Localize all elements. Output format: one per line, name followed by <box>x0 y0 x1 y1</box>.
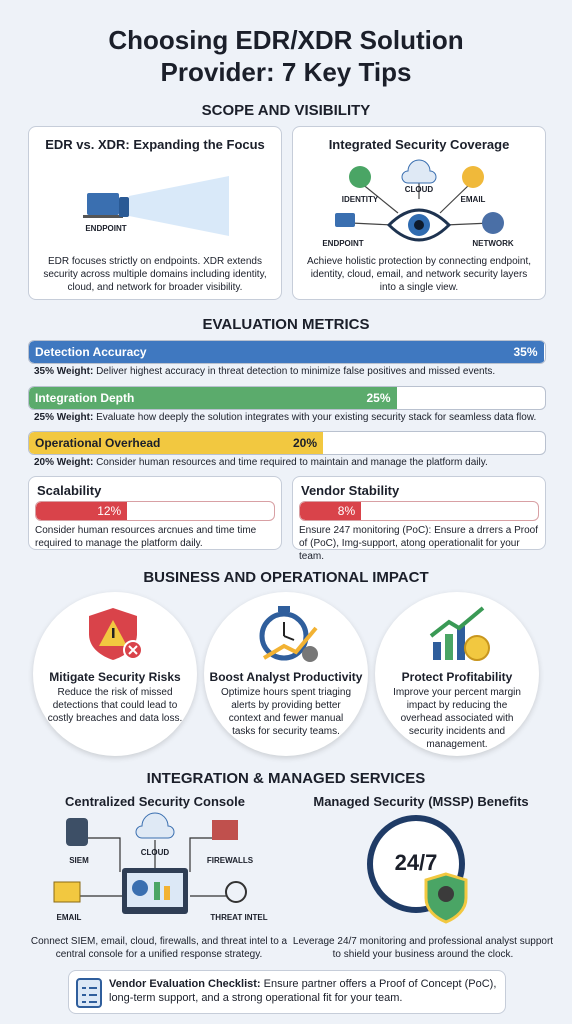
impact-circle: Protect Profitability Improve your perce… <box>375 592 539 756</box>
weight-label: 25% Weight: <box>34 412 94 423</box>
impact-circle: Boost Analyst Productivity Optimize hour… <box>204 592 368 756</box>
metric-name: Detection Accuracy <box>35 345 147 359</box>
metric-value: 35% <box>513 345 538 359</box>
metric-name: Integration Depth <box>35 391 135 405</box>
card-title: Integrated Security Coverage <box>328 137 510 152</box>
icon-label: CLOUD <box>140 848 170 857</box>
edr-card: EDR vs. XDR: Expanding the Focus ENDPOIN… <box>28 126 282 300</box>
subheading: Managed Security (MSSP) Benefits <box>313 794 529 809</box>
icon-label: FIREWALLS <box>206 856 254 865</box>
checklist-label: Vendor Evaluation Checklist: <box>109 978 261 990</box>
impact-circle: Mitigate Security Risks Reduce the risk … <box>33 592 197 756</box>
metric-description: Ensure 247 monitoring (PoC): Ensure a dr… <box>299 525 538 562</box>
shield-icon <box>89 608 143 660</box>
metric-track: Operational Overhead 20% <box>28 431 546 455</box>
weight-label: 20% Weight: <box>34 457 94 468</box>
endpoint-illustration <box>83 176 229 236</box>
metric-value: 20% <box>293 436 318 450</box>
metric-value: 8% <box>337 504 356 518</box>
coverage-card: Integrated Security Coverage IDENTITY CL… <box>292 126 546 300</box>
console-description: Connect SIEM, email, cloud, firewalls, a… <box>30 936 288 960</box>
metric-description: Consider human resources arcnues and tim… <box>35 525 257 549</box>
icon-label: ENDPOINT <box>85 224 127 233</box>
stopwatch-icon <box>259 606 318 662</box>
icon-label: ENDPOINT <box>322 239 364 248</box>
impact-description: Optimize hours spent triaging alerts by … <box>220 687 352 737</box>
clock-illustration <box>367 815 468 924</box>
metric-text: Consider human resources and time requir… <box>96 457 488 468</box>
metric-card: Scalability 12% Consider human resources… <box>28 476 282 550</box>
weight-label: 35% Weight: <box>34 366 94 377</box>
subheading: Centralized Security Console <box>65 794 245 809</box>
impact-title: Protect Profitability <box>401 670 513 684</box>
metric-name: Vendor Stability <box>301 483 400 498</box>
mssp-description: Leverage 24/7 monitoring and professiona… <box>292 936 554 960</box>
impact-description: Reduce the risk of missed detections tha… <box>47 687 183 724</box>
metric-track: Detection Accuracy 35% <box>28 340 546 364</box>
impact-description: Improve your percent margin impact by re… <box>393 687 521 750</box>
checklist-icon <box>76 978 102 1008</box>
metric-bar <box>300 502 361 520</box>
metric-text: Evaluate how deeply the solution integra… <box>96 412 537 423</box>
metric-bar <box>36 502 128 520</box>
page-title: Choosing EDR/XDR Solution Provider: 7 Ke… <box>108 25 464 87</box>
icon-label: CLOUD <box>404 185 434 194</box>
checklist-box: Vendor Evaluation Checklist: Ensure part… <box>68 970 506 1014</box>
growth-icon <box>429 606 490 661</box>
impact-title: Boost Analyst Productivity <box>209 670 363 684</box>
section-heading: SCOPE AND VISIBILITY <box>201 102 371 119</box>
metric-bar <box>29 432 323 454</box>
metric-text: Deliver highest accuracy in threat detec… <box>96 366 496 377</box>
metric-card: Vendor Stability 8% Ensure 247 monitorin… <box>292 476 546 562</box>
section-heading: BUSINESS AND OPERATIONAL IMPACT <box>143 569 429 586</box>
coverage-illustration <box>335 159 504 242</box>
metric-name: Operational Overhead <box>35 436 161 450</box>
icon-label: SIEM <box>69 856 89 865</box>
metric-value: 12% <box>97 504 122 518</box>
section-heading: EVALUATION METRICS <box>202 316 370 333</box>
card-title: EDR vs. XDR: Expanding the Focus <box>45 137 265 152</box>
icon-label: EMAIL <box>56 913 82 922</box>
metric-track: 12% <box>35 501 275 521</box>
metric-description: 20% Weight: Consider human resources and… <box>34 456 554 469</box>
metric-bar <box>29 387 397 409</box>
metric-track: Integration Depth 25% <box>28 386 546 410</box>
icon-label: IDENTITY <box>341 195 379 204</box>
checklist-body: Ensure partner offers a Proof of Concept… <box>109 978 497 1004</box>
impact-title: Mitigate Security Risks <box>49 670 181 684</box>
icon-label: NETWORK <box>472 239 514 248</box>
metric-bar <box>29 341 544 363</box>
card-description: EDR focuses strictly on endpoints. XDR e… <box>43 256 267 293</box>
card-description: Achieve holistic protection by connectin… <box>306 256 532 293</box>
metric-value: 25% <box>366 391 391 405</box>
clock-label: 24/7 <box>394 850 438 875</box>
metric-track: 8% <box>299 501 539 521</box>
metric-description: 25% Weight: Evaluate how deeply the solu… <box>34 411 554 424</box>
section-heading: INTEGRATION & MANAGED SERVICES <box>146 770 426 787</box>
console-illustration <box>53 812 247 914</box>
metric-description: 35% Weight: Deliver highest accuracy in … <box>34 365 554 378</box>
icon-label: EMAIL <box>460 195 486 204</box>
metric-name: Scalability <box>37 483 102 498</box>
icon-label: THREAT INTEL <box>210 913 268 922</box>
checklist-text: Vendor Evaluation Checklist: Ensure part… <box>109 977 501 1005</box>
